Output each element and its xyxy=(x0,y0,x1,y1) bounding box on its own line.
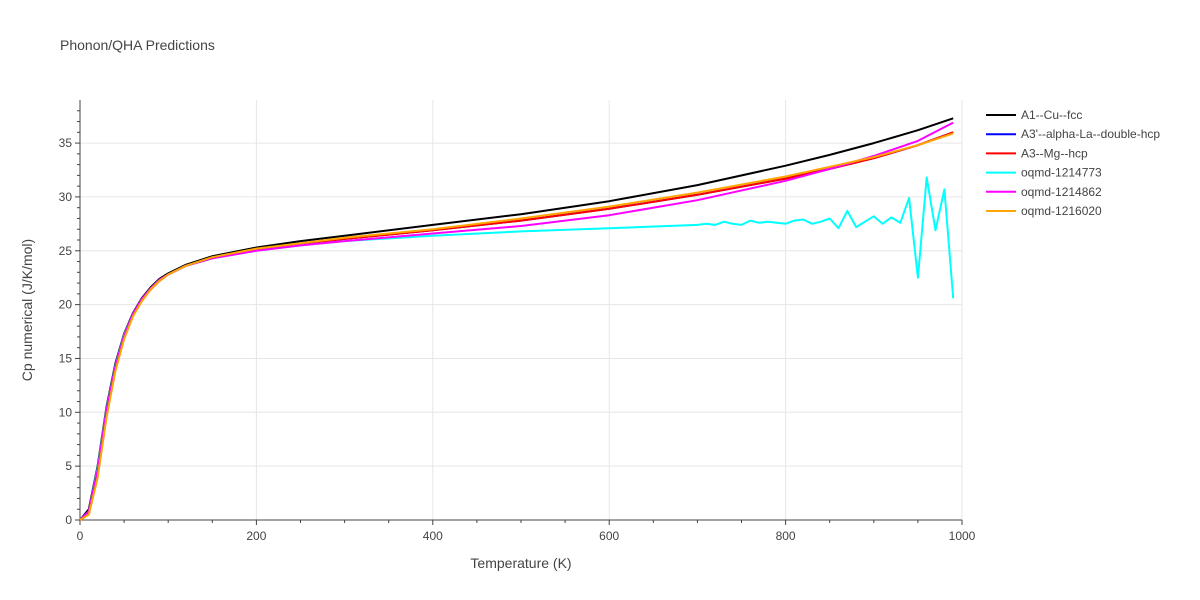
gridlines xyxy=(80,100,963,520)
x-tick-label: 1000 xyxy=(949,529,976,543)
series-line xyxy=(79,176,955,521)
legend-item: A1--Cu--fcc xyxy=(1021,108,1082,122)
series-line xyxy=(79,131,954,521)
y-tick-label: 25 xyxy=(59,244,73,258)
y-tick-label: 10 xyxy=(59,405,73,419)
legend: A1--Cu--fcc A3'--alpha-La--double-hcp A3--… xyxy=(986,108,1160,218)
y-tick-label: 0 xyxy=(65,513,72,527)
series-line xyxy=(79,132,954,521)
legend-item: oqmd-1214773 xyxy=(1021,166,1102,180)
chart-title: Phonon/QHA Predictions xyxy=(60,37,215,53)
legend-item: A3'--alpha-La--double-hcp xyxy=(1021,127,1160,141)
series-line xyxy=(79,117,954,521)
y-axis-title: Cp numerical (J/K/mol) xyxy=(19,239,35,381)
legend-item: oqmd-1216020 xyxy=(1021,204,1102,218)
legend-item: A3--Mg--hcp xyxy=(1021,146,1088,160)
y-tick-label: 15 xyxy=(59,351,73,365)
x-tick-label: 0 xyxy=(77,529,84,543)
legend-item: oqmd-1214862 xyxy=(1021,185,1102,199)
x-axis-title: Temperature (K) xyxy=(470,555,571,571)
series-line xyxy=(79,131,954,521)
y-tick-label: 5 xyxy=(65,459,72,473)
x-tick-label: 600 xyxy=(599,529,619,543)
y-tick-label: 35 xyxy=(59,136,73,150)
y-tick-label: 20 xyxy=(59,298,73,312)
plot-area xyxy=(79,117,955,521)
axes: 0 200 400 600 800 1000 0 5 10 15 20 25 30 35 xyxy=(59,100,976,543)
y-tick-label: 30 xyxy=(59,190,73,204)
x-tick-label: 200 xyxy=(246,529,266,543)
x-tick-label: 800 xyxy=(776,529,796,543)
x-tick-label: 400 xyxy=(423,529,443,543)
series-line xyxy=(79,121,954,521)
